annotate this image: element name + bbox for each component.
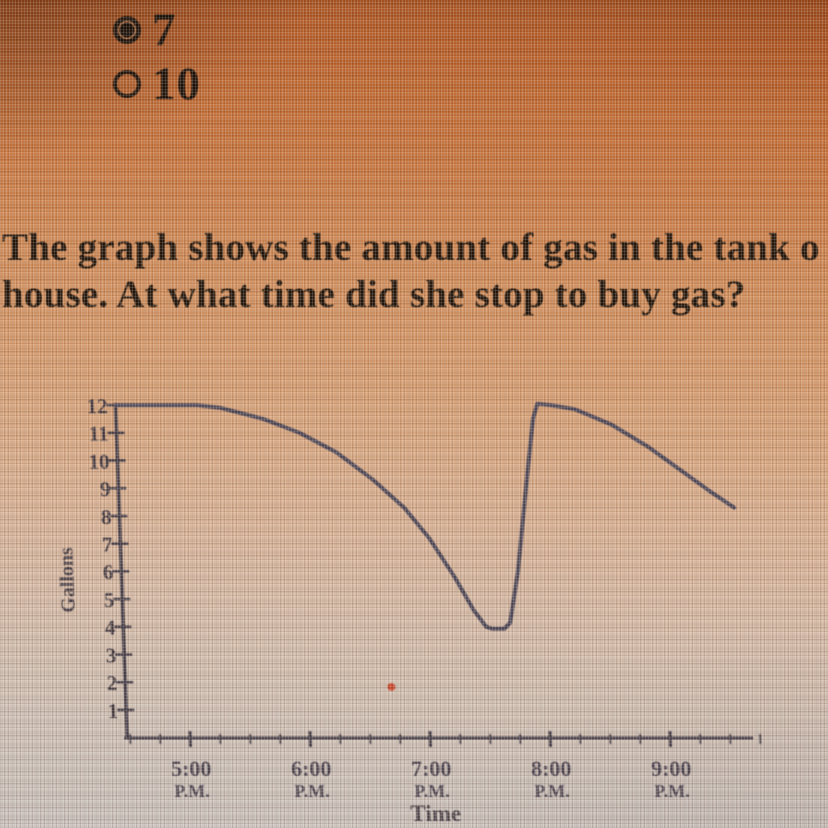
x-tick-meridiem: P.M. <box>174 781 210 801</box>
x-tick <box>188 731 192 747</box>
x-tick <box>428 731 432 747</box>
option-7-label: 7 <box>152 3 177 56</box>
option-7[interactable]: 7 <box>113 6 201 53</box>
y-tick-label: 11 <box>88 422 109 446</box>
y-tick-label: 10 <box>88 450 110 474</box>
x-tick-label: 8:00 <box>531 756 572 781</box>
red-pixel-artifact <box>387 683 396 691</box>
y-tick-label: 2 <box>106 671 117 695</box>
x-tick-label: 9:00 <box>651 756 692 781</box>
y-tick-label: 1 <box>107 699 118 723</box>
x-tick-label: 5:00 <box>171 756 212 781</box>
option-10[interactable]: 10 <box>113 60 201 107</box>
x-tick-meridiem: P.M. <box>414 781 450 801</box>
y-tick-label: 5 <box>103 588 114 612</box>
y-tick-label: 3 <box>105 644 116 668</box>
answer-options: 7 10 <box>113 6 201 118</box>
y-tick-label: 9 <box>100 477 111 501</box>
y-tick-label: 8 <box>101 505 112 529</box>
y-tick-label: 4 <box>104 616 116 640</box>
x-tick-meridiem: P.M. <box>654 781 690 801</box>
question-line-2: house. At what time did she stop to buy … <box>2 273 746 316</box>
gas-level-line <box>114 401 737 631</box>
x-tick-label: 6:00 <box>291 756 332 781</box>
y-tick-label: 6 <box>102 560 113 584</box>
y-tick-label: 7 <box>102 533 113 557</box>
question-line-1: The graph shows the amount of gas in the… <box>2 226 820 269</box>
y-tick-label: 12 <box>86 394 108 418</box>
radio-unselected-icon[interactable] <box>113 70 141 98</box>
radio-selected-icon[interactable] <box>113 16 141 44</box>
x-tick-label: 7:00 <box>411 756 452 781</box>
x-tick-meridiem: P.M. <box>294 781 330 801</box>
x-tick <box>548 731 552 747</box>
x-axis-title: Time <box>410 801 462 826</box>
x-tick <box>308 731 312 747</box>
x-tick-meridiem: P.M. <box>534 781 570 801</box>
question-text: The graph shows the amount of gas in the… <box>2 224 828 318</box>
y-axis-title: Gallons <box>56 547 80 613</box>
x-tick <box>668 731 672 747</box>
option-10-label: 10 <box>152 57 201 110</box>
